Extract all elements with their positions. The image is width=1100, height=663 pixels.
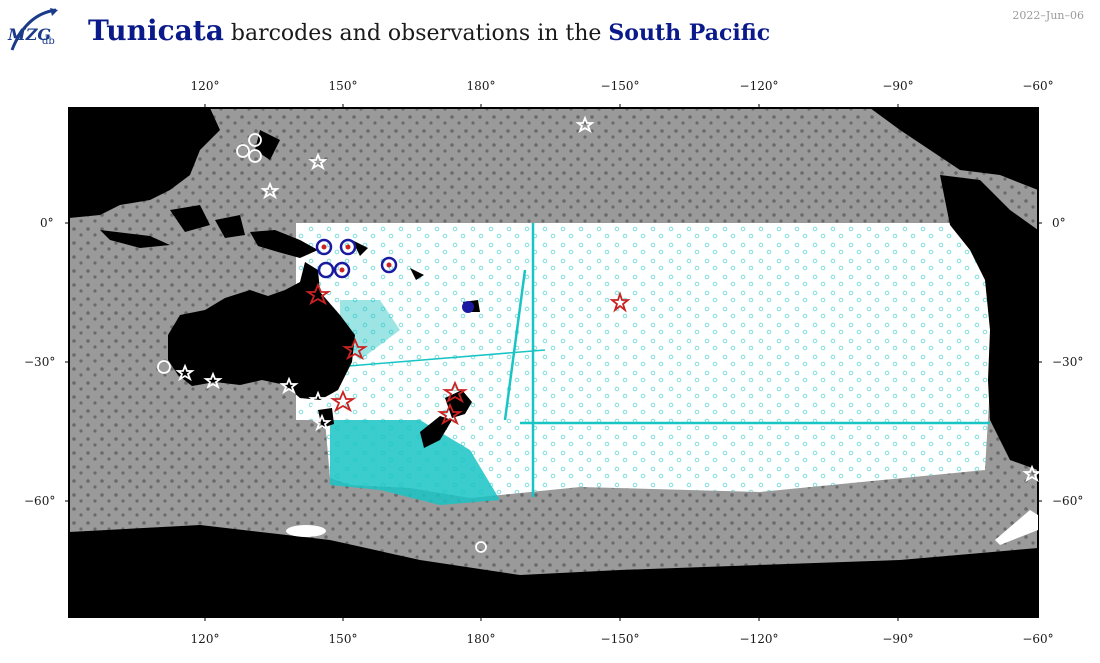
lon-tick-top: −150° — [601, 79, 640, 93]
outside-star-marker — [308, 390, 328, 409]
outside-circle-marker — [157, 360, 171, 374]
land-new-guinea — [250, 230, 318, 258]
barcode-circle-marker — [380, 256, 398, 274]
barcode-circle-marker — [321, 244, 327, 250]
land-central-america — [870, 108, 1038, 190]
barcode-circle-marker — [386, 262, 392, 268]
date-stamp: 2022–Jun–06 — [1012, 9, 1084, 22]
title-middle: barcodes and observations in the — [230, 21, 602, 46]
land-south-america — [940, 175, 1038, 470]
title-taxon: Tunicata — [88, 14, 224, 47]
lon-tick-top: −60° — [1022, 79, 1053, 93]
land-southeast-asia — [69, 108, 220, 218]
outside-cluster-marker — [286, 525, 326, 537]
lat-tick-right: 0° — [1052, 216, 1066, 230]
lon-tick-top: −90° — [882, 79, 913, 93]
svg-text:db: db — [42, 36, 55, 47]
outside-star-marker — [312, 413, 332, 432]
outside-circle-marker — [475, 541, 487, 553]
lat-tick-right: −60° — [1052, 494, 1083, 508]
observations-dense-cluster — [330, 300, 500, 505]
barcode-star-marker — [330, 389, 356, 413]
outside-circle-marker — [248, 149, 262, 163]
outside-region-markers — [157, 115, 1042, 553]
title-region: South Pacific — [608, 20, 771, 46]
outside-cluster-marker — [995, 510, 1038, 545]
lon-tick-bottom: −90° — [882, 632, 913, 646]
lon-tick-top: −120° — [740, 79, 779, 93]
barcode-circle-marker — [333, 261, 351, 279]
barcode-circle-marker — [345, 244, 351, 250]
barcode-star-markers — [305, 282, 631, 426]
barcode-circle-marker — [462, 301, 474, 313]
lon-tick-bottom: 120° — [191, 632, 220, 646]
graticule-ticks — [65, 104, 1042, 621]
page-title: Tunicata barcodes and observations in th… — [88, 14, 770, 47]
lon-tick-bottom: 150° — [329, 632, 358, 646]
barcode-star-marker — [305, 282, 331, 306]
lon-tick-top: 120° — [191, 79, 220, 93]
lat-tick-right: −30° — [1052, 355, 1083, 369]
outside-star-marker — [575, 115, 595, 134]
barcode-circle-marker — [339, 238, 357, 256]
lat-tick-left: 0° — [40, 216, 54, 230]
lat-tick-left: −60° — [24, 494, 55, 508]
observations-study-region — [296, 223, 1000, 498]
barcode-star-marker — [342, 337, 368, 361]
outside-circle-marker — [236, 144, 250, 158]
svg-text:MZG: MZG — [7, 25, 51, 44]
mzgdb-logo: MZG db — [6, 6, 62, 56]
outside-star-marker — [260, 181, 280, 200]
barcode-circle-marker — [339, 267, 345, 273]
lat-tick-left: −30° — [24, 355, 55, 369]
lon-tick-top: 180° — [467, 79, 496, 93]
barcode-star-marker — [609, 291, 631, 313]
barcode-circle-markers — [315, 238, 474, 313]
lon-tick-bottom: −60° — [1022, 632, 1053, 646]
lon-tick-bottom: −120° — [740, 632, 779, 646]
outside-star-marker — [175, 363, 195, 382]
barcode-circle-marker — [315, 238, 333, 256]
lon-tick-top: 150° — [329, 79, 358, 93]
barcode-star-marker — [442, 380, 468, 404]
outside-star-marker — [308, 152, 328, 171]
outside-star-marker — [1022, 464, 1042, 483]
land-tasmania — [318, 408, 334, 428]
land-australia — [168, 262, 355, 400]
lon-tick-bottom: −150° — [601, 632, 640, 646]
outside-star-marker — [279, 376, 299, 395]
outside-cluster-markers — [286, 510, 1038, 545]
land-antarctica — [69, 525, 1038, 617]
barcode-circle-marker — [317, 261, 335, 279]
outside-star-marker — [203, 371, 223, 390]
lon-tick-bottom: 180° — [467, 632, 496, 646]
land-new-zealand — [420, 390, 472, 448]
barcode-star-marker — [437, 402, 463, 426]
outside-circle-marker — [248, 133, 262, 147]
